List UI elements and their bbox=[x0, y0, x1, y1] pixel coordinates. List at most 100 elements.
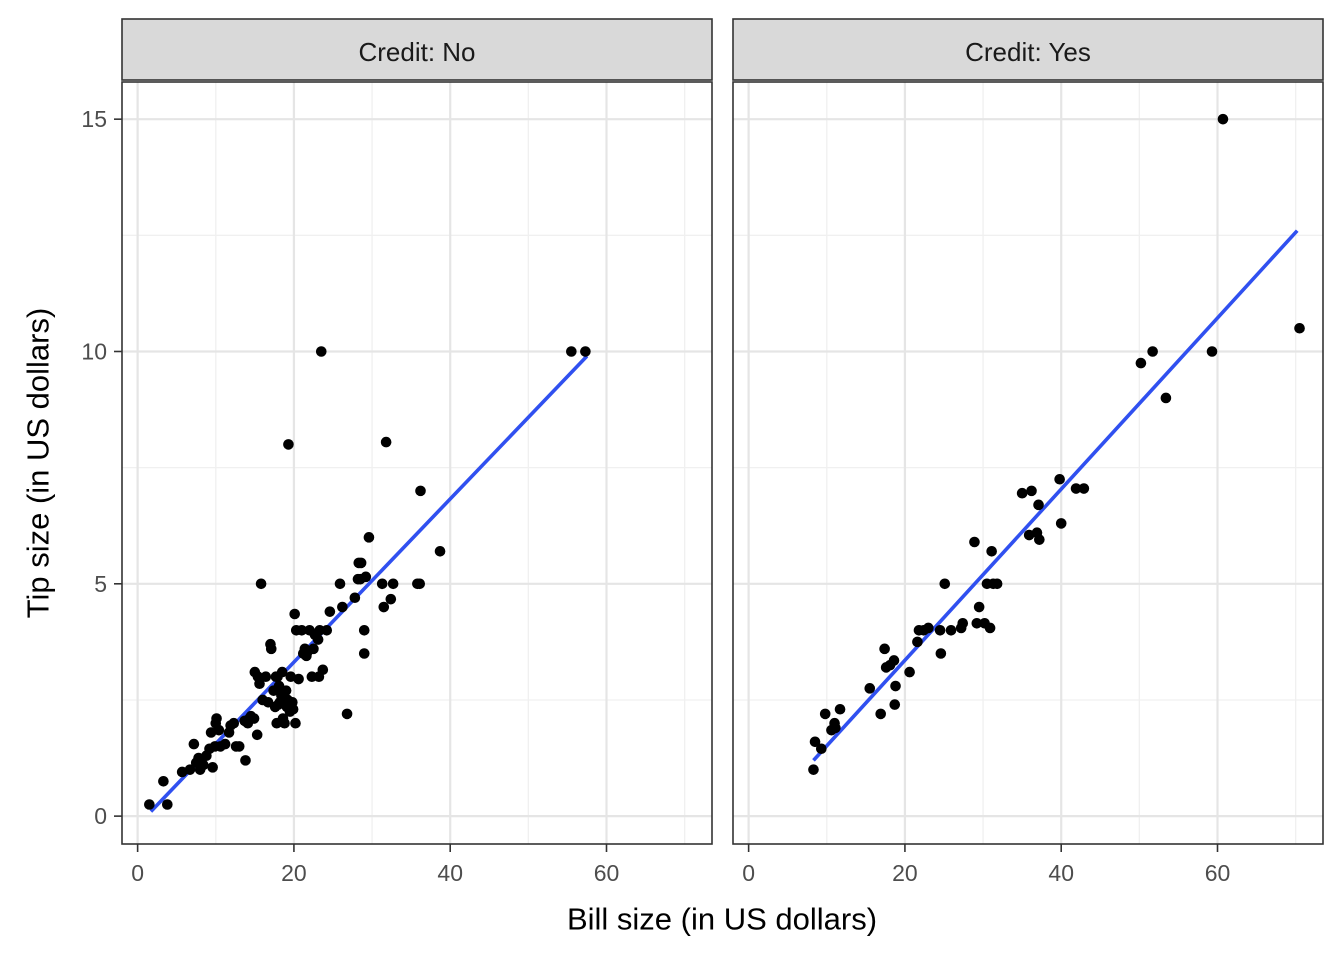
y-tick-label: 0 bbox=[94, 803, 107, 829]
data-point bbox=[260, 671, 272, 683]
data-point bbox=[317, 664, 329, 676]
data-point bbox=[213, 724, 225, 736]
data-point bbox=[385, 593, 397, 605]
y-axis: 0 5 10 15 bbox=[81, 106, 122, 829]
data-point bbox=[945, 624, 957, 636]
data-point bbox=[971, 617, 983, 629]
data-point bbox=[888, 655, 900, 666]
data-point bbox=[188, 738, 200, 750]
x-tick-label: 0 bbox=[742, 860, 755, 886]
y-tick-label: 10 bbox=[81, 338, 107, 364]
data-point bbox=[1160, 392, 1172, 404]
data-point bbox=[1016, 487, 1028, 499]
data-point bbox=[912, 636, 923, 648]
data-point bbox=[1078, 483, 1090, 494]
y-axis-title: Tip size (in US dollars) bbox=[21, 308, 56, 619]
data-point bbox=[283, 439, 294, 450]
data-point bbox=[890, 680, 901, 692]
data-point bbox=[251, 729, 263, 741]
data-point bbox=[957, 617, 969, 629]
data-point bbox=[349, 592, 361, 604]
data-point bbox=[414, 578, 426, 590]
data-point bbox=[879, 643, 890, 655]
data-point bbox=[293, 673, 304, 685]
data-point bbox=[864, 683, 876, 694]
data-point bbox=[1135, 357, 1147, 369]
panel-grid-yes bbox=[733, 82, 1323, 844]
fit-line-group-yes bbox=[812, 229, 1299, 762]
data-point bbox=[387, 578, 399, 590]
data-point bbox=[360, 571, 372, 583]
fit-line-yes bbox=[812, 229, 1299, 762]
data-point bbox=[358, 624, 370, 636]
data-point bbox=[290, 717, 301, 729]
data-point bbox=[355, 557, 367, 569]
data-point bbox=[248, 713, 260, 724]
data-point bbox=[923, 622, 934, 634]
data-point bbox=[376, 578, 388, 590]
data-point bbox=[280, 685, 292, 696]
x-axis-title: Bill size (in US dollars) bbox=[567, 902, 877, 937]
x-tick-label: 40 bbox=[1048, 860, 1074, 886]
data-point bbox=[312, 634, 324, 645]
y-tick-label: 15 bbox=[81, 106, 107, 132]
data-point bbox=[1033, 499, 1044, 511]
data-point bbox=[341, 708, 353, 720]
panel-grid-no bbox=[122, 82, 712, 844]
data-point bbox=[875, 708, 886, 720]
data-point bbox=[939, 578, 951, 590]
data-point bbox=[334, 578, 346, 590]
panel-border-no bbox=[121, 81, 713, 845]
panel-no: Credit: No 0 5 10 15 0 20 40 60 bbox=[81, 18, 713, 886]
data-point bbox=[276, 666, 288, 678]
data-point bbox=[834, 703, 846, 715]
data-point bbox=[1206, 346, 1218, 357]
x-tick-label: 20 bbox=[281, 860, 307, 886]
data-point bbox=[233, 741, 245, 752]
x-tick-label: 60 bbox=[1205, 860, 1231, 886]
x-tick-label: 40 bbox=[437, 860, 463, 886]
data-point bbox=[321, 624, 333, 636]
data-point bbox=[808, 764, 819, 775]
data-point bbox=[434, 545, 446, 557]
data-point bbox=[240, 755, 251, 766]
data-point bbox=[816, 743, 827, 755]
data-point bbox=[337, 601, 348, 613]
data-point bbox=[986, 545, 997, 557]
panel-background-yes bbox=[733, 82, 1323, 844]
data-point bbox=[289, 608, 301, 620]
data-point bbox=[265, 643, 277, 655]
panel-yes: Credit: Yes 0 20 40 60 bbox=[732, 18, 1324, 886]
x-axis-yes: 0 20 40 60 bbox=[742, 844, 1230, 886]
data-point bbox=[1026, 485, 1037, 497]
y-tick-label: 5 bbox=[94, 571, 107, 597]
points-group-yes bbox=[808, 113, 1305, 775]
data-point bbox=[566, 346, 577, 357]
strip-background-yes bbox=[732, 18, 1324, 81]
data-point bbox=[255, 578, 267, 590]
data-point bbox=[296, 624, 308, 636]
data-point bbox=[969, 536, 980, 548]
data-point bbox=[935, 648, 947, 659]
strip-label-no: Credit: No bbox=[358, 37, 475, 67]
data-point bbox=[363, 532, 375, 543]
data-point bbox=[144, 799, 155, 810]
data-point bbox=[973, 601, 985, 613]
data-point bbox=[378, 601, 390, 613]
data-point bbox=[415, 485, 426, 497]
data-point bbox=[1070, 483, 1082, 494]
data-point bbox=[1294, 322, 1305, 334]
x-tick-label: 20 bbox=[892, 860, 918, 886]
data-point bbox=[1034, 534, 1045, 545]
data-point bbox=[197, 759, 209, 771]
x-tick-label: 0 bbox=[131, 860, 144, 886]
data-point bbox=[934, 624, 946, 636]
data-point bbox=[184, 764, 196, 775]
points-group-no bbox=[144, 346, 591, 810]
data-point bbox=[219, 738, 231, 750]
data-point bbox=[211, 713, 222, 724]
strip-label-yes: Credit: Yes bbox=[965, 37, 1091, 67]
data-point bbox=[819, 708, 831, 720]
data-point bbox=[991, 578, 1003, 590]
